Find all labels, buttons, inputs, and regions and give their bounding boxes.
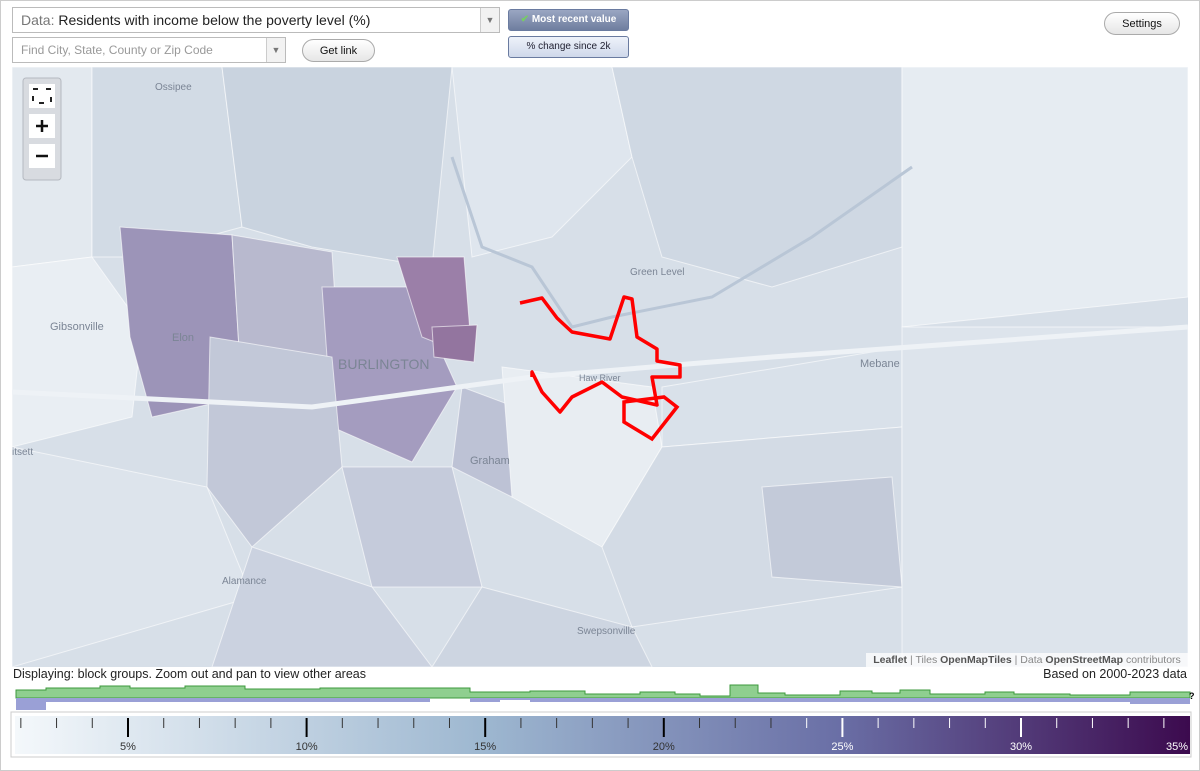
selected-area[interactable]: [519, 295, 682, 414]
attr-link[interactable]: Leaflet: [873, 654, 908, 666]
regions: [12, 67, 1188, 667]
legend-label: 25%: [831, 741, 853, 753]
legend-label: 10%: [296, 741, 318, 753]
place-label: BURLINGTON: [338, 356, 430, 372]
data-value: Residents with income below the poverty …: [58, 12, 371, 28]
settings-button[interactable]: Settings: [1104, 12, 1180, 35]
data-years: Based on 2000-2023 data: [1043, 667, 1187, 681]
place-label: Swepsonville: [577, 626, 636, 637]
toggle-most-recent[interactable]: ✔ Most recent value: [508, 9, 629, 31]
legend-label: 30%: [1010, 741, 1032, 753]
attr-text: contributors: [1125, 654, 1181, 666]
help-mark[interactable]: ?: [1189, 691, 1195, 701]
displaying-note: Displaying: block groups. Zoom out and p…: [13, 667, 366, 681]
attr-link[interactable]: OpenMapTiles: [940, 654, 1012, 666]
place-label: Graham: [470, 455, 510, 467]
search-box[interactable]: Find City, State, County or Zip Code ▼: [12, 37, 286, 63]
fit-icon: [32, 88, 52, 104]
dropdown-arrow[interactable]: ▼: [480, 8, 499, 32]
place-label: Gibsonville: [50, 321, 104, 333]
legend-label: 15%: [474, 741, 496, 753]
attr-text: Data: [1020, 654, 1043, 666]
legend-label: 35%: [1166, 741, 1188, 753]
check-icon: ✔: [520, 14, 530, 25]
legend-label: 20%: [653, 741, 675, 753]
river: [450, 156, 913, 329]
place-label: Haw River: [579, 373, 621, 383]
attr-link[interactable]: OpenStreetMap: [1045, 654, 1124, 666]
plus-icon: [36, 120, 48, 132]
get-link-button[interactable]: Get link: [302, 39, 375, 62]
place-label: Mebane: [860, 358, 900, 370]
histogram-current: [15, 684, 1191, 699]
dropdown-arrow[interactable]: ▼: [266, 38, 285, 62]
toggle-label: Most recent value: [531, 14, 617, 25]
selected-area[interactable]: [622, 395, 680, 442]
attribution: Leaflet | Tiles OpenMapTiles | Data Open…: [866, 653, 1188, 667]
place-label: Ossipee: [155, 82, 192, 93]
place-label: itsett: [12, 447, 33, 458]
legend: ? 5% 10% 15% 20% 25% 30% 35%: [10, 684, 1195, 758]
attr-sep: |: [909, 654, 913, 666]
search-placeholder: Find City, State, County or Zip Code: [21, 43, 213, 57]
attr-text: Tiles: [915, 654, 938, 666]
histogram-change: [16, 698, 1190, 710]
place-label: Elon: [172, 332, 194, 344]
data-select[interactable]: Data: Residents with income below the po…: [12, 7, 500, 33]
map[interactable]: Ossipee Gibsonville Elon BURLINGTON Gree…: [12, 67, 1188, 667]
legend-gradient: [15, 716, 1190, 754]
place-label: Green Level: [630, 267, 684, 278]
place-label: Alamance: [222, 576, 267, 587]
data-label: Data:: [21, 12, 55, 28]
attr-sep: |: [1014, 654, 1018, 666]
legend-label: 5%: [120, 741, 136, 753]
toggle-change[interactable]: % change since 2k: [508, 36, 629, 58]
